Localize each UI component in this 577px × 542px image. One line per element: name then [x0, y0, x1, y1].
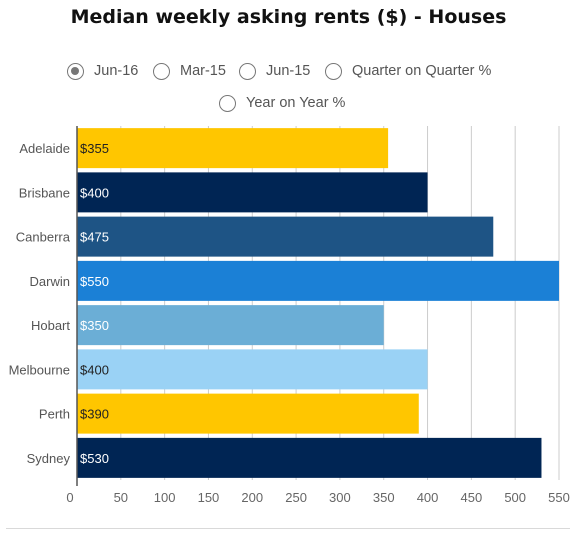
bar-perth: [77, 393, 419, 434]
bar-sydney: [77, 437, 542, 478]
category-label: Sydney: [27, 451, 71, 466]
x-tick-label: 0: [66, 490, 73, 505]
bar-adelaide: [77, 128, 389, 169]
category-label: Brisbane: [19, 185, 70, 200]
x-tick-label: 150: [198, 490, 220, 505]
category-label: Adelaide: [19, 141, 70, 156]
x-tick-label: 350: [373, 490, 395, 505]
data-label: $350: [80, 318, 109, 333]
bar-canberra: [77, 216, 494, 257]
radio-mar-15[interactable]: Mar-15: [153, 60, 226, 82]
radio-quarter-on-quarter[interactable]: Quarter on Quarter %: [325, 60, 491, 82]
bar-melbourne: [77, 349, 428, 390]
radio-jun-15[interactable]: Jun-15: [239, 60, 310, 82]
radio-label: Quarter on Quarter %: [352, 63, 492, 79]
radio-circle-icon: [67, 62, 84, 80]
bar-hobart: [77, 305, 384, 346]
radio-label: Jun-15: [266, 63, 311, 79]
data-label: $400: [80, 362, 109, 377]
radio-circle-icon: [325, 62, 342, 80]
x-tick-label: 300: [329, 490, 351, 505]
chart-title: Median weekly asking rents ($) - Houses: [70, 6, 507, 28]
x-tick-label: 50: [114, 490, 128, 505]
x-tick-label: 550: [548, 490, 570, 505]
divider: [6, 528, 570, 529]
data-label: $550: [80, 274, 109, 289]
bar-darwin: [77, 260, 559, 301]
data-label: $530: [80, 451, 109, 466]
x-tick-label: 250: [285, 490, 307, 505]
data-label: $475: [80, 230, 109, 245]
x-tick-label: 450: [461, 490, 483, 505]
data-label: $390: [80, 407, 109, 422]
data-label: $355: [80, 141, 109, 156]
radio-circle-icon: [153, 62, 170, 80]
radio-circle-icon: [219, 94, 236, 112]
category-label: Melbourne: [9, 362, 70, 377]
bar-brisbane: [77, 172, 428, 213]
x-tick-label: 500: [504, 490, 526, 505]
x-tick-label: 400: [417, 490, 439, 505]
category-label: Perth: [39, 407, 70, 422]
radio-jun-16[interactable]: Jun-16: [67, 60, 138, 82]
x-tick-label: 100: [154, 490, 176, 505]
category-label: Canberra: [16, 230, 71, 245]
data-label: $400: [80, 185, 109, 200]
category-label: Darwin: [30, 274, 70, 289]
radio-label: Mar-15: [180, 63, 226, 79]
x-tick-label: 200: [241, 490, 263, 505]
radio-label: Year on Year %: [246, 95, 346, 111]
radio-circle-icon: [239, 62, 256, 80]
radio-year-on-year[interactable]: Year on Year %: [219, 92, 345, 114]
radio-label: Jun-16: [94, 63, 139, 79]
category-label: Hobart: [31, 318, 70, 333]
